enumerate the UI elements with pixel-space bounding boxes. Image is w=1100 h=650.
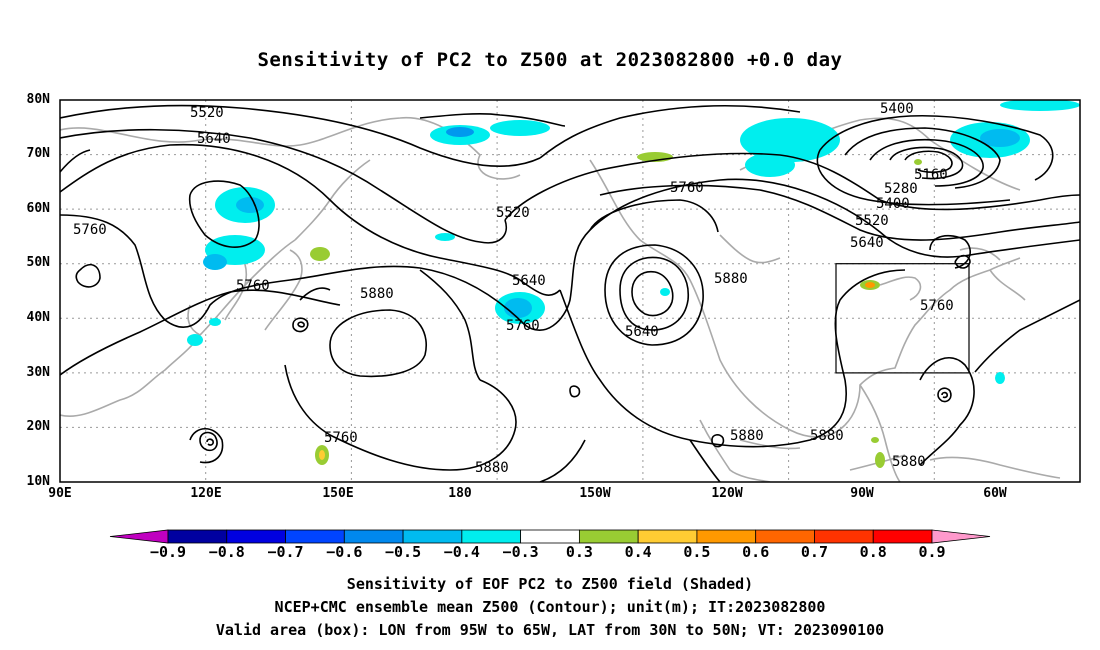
colorbar-swatch — [872, 529, 933, 544]
caption-line-1: Sensitivity of EOF PC2 to Z500 field (Sh… — [346, 575, 754, 593]
colorbar-label: 0.3 — [565, 543, 593, 561]
colorbar-right-arrow — [931, 529, 991, 544]
colorbar-label: 0.9 — [918, 543, 946, 561]
contour-label: 5760 — [670, 180, 704, 196]
contour-label: 5520 — [496, 205, 530, 221]
figure-title: Sensitivity of PC2 to Z500 at 2023082800… — [257, 49, 843, 71]
colorbar-label: −0.3 — [502, 543, 539, 561]
colorbar-swatch — [343, 529, 404, 544]
shading-patches — [187, 100, 1080, 468]
contour-labels: 5520 5640 5760 5520 5640 5760 5760 5880 … — [73, 101, 954, 476]
contour-label: 5880 — [730, 428, 764, 444]
z500-contours — [60, 104, 1080, 482]
colorbar-label: 0.5 — [683, 543, 711, 561]
colorbar-swatch — [461, 529, 522, 544]
lon-tick-label: 150W — [579, 486, 611, 501]
lat-tick-label: 20N — [26, 419, 50, 434]
colorbar-label: 0.6 — [742, 543, 770, 561]
contour-label: 5400 — [880, 101, 914, 117]
contour-label: 5760 — [73, 222, 107, 238]
colorbar-label: −0.7 — [267, 543, 304, 561]
lon-tick-label: 150E — [322, 486, 354, 501]
contour-label: 5520 — [190, 105, 224, 121]
contour-label: 5640 — [197, 131, 231, 147]
lat-tick-label: 40N — [26, 310, 50, 325]
contour-label: 5640 — [850, 235, 884, 251]
colorbar-swatch — [814, 529, 874, 544]
lat-tick-label: 80N — [26, 92, 50, 107]
contour-label: 5160 — [914, 167, 948, 183]
colorbar-label: −0.9 — [149, 543, 187, 561]
colorbar-label: −0.8 — [208, 543, 245, 561]
colorbar-label: 0.7 — [800, 543, 828, 561]
contour-label: 5400 — [876, 196, 910, 212]
valid-area-box — [835, 263, 970, 374]
lat-tick-label: 10N — [26, 474, 50, 489]
colorbar-swatch — [755, 529, 815, 544]
map-frame — [59, 99, 1081, 483]
lon-tick-label: 90E — [48, 486, 72, 501]
lat-tick-label: 60N — [26, 201, 50, 216]
contour-label: 5760 — [324, 430, 358, 446]
colorbar-swatch — [578, 529, 639, 544]
lon-tick-label: 90W — [850, 486, 874, 501]
colorbar-swatch — [637, 529, 698, 544]
colorbar-swatch — [402, 529, 463, 544]
caption-line-2: NCEP+CMC ensemble mean Z500 (Contour); u… — [274, 598, 826, 616]
lat-tick-label: 30N — [26, 365, 50, 380]
lat-tick-label: 50N — [26, 255, 50, 270]
contour-label: 5280 — [884, 181, 918, 197]
colorbar-label: −0.4 — [443, 543, 480, 561]
contour-label: 5760 — [920, 298, 954, 314]
lon-tick-label: 120E — [190, 486, 222, 501]
contour-label: 5640 — [625, 324, 659, 340]
lon-tick-label: 120W — [711, 486, 743, 501]
contour-label: 5880 — [714, 271, 748, 287]
colorbar-left-arrow — [109, 529, 169, 544]
colorbar-label: −0.6 — [326, 543, 363, 561]
contour-label: 5880 — [810, 428, 844, 444]
contour-label: 5880 — [892, 454, 926, 470]
colorbar-swatch — [285, 529, 345, 544]
contour-label: 5880 — [360, 286, 394, 302]
lon-tick-label: 60W — [983, 486, 1007, 501]
lon-tick-label: 180 — [448, 486, 472, 501]
colorbar-swatch — [226, 529, 286, 544]
colorbar-swatch — [167, 529, 228, 544]
colorbar-swatch — [520, 529, 580, 544]
contour-label: 5760 — [506, 318, 540, 334]
colorbar-label: 0.4 — [624, 543, 652, 561]
colorbar-swatch — [696, 529, 757, 544]
contour-label: 5640 — [512, 273, 546, 289]
lat-tick-label: 70N — [26, 146, 50, 161]
contour-label: 5520 — [855, 213, 889, 229]
colorbar-label: −0.5 — [385, 543, 422, 561]
contour-label: 5760 — [236, 278, 270, 294]
colorbar-label: 0.8 — [859, 543, 887, 561]
contour-label: 5880 — [475, 460, 509, 476]
coastlines — [60, 116, 1061, 482]
caption-line-3: Valid area (box): LON from 95W to 65W, L… — [215, 621, 885, 639]
